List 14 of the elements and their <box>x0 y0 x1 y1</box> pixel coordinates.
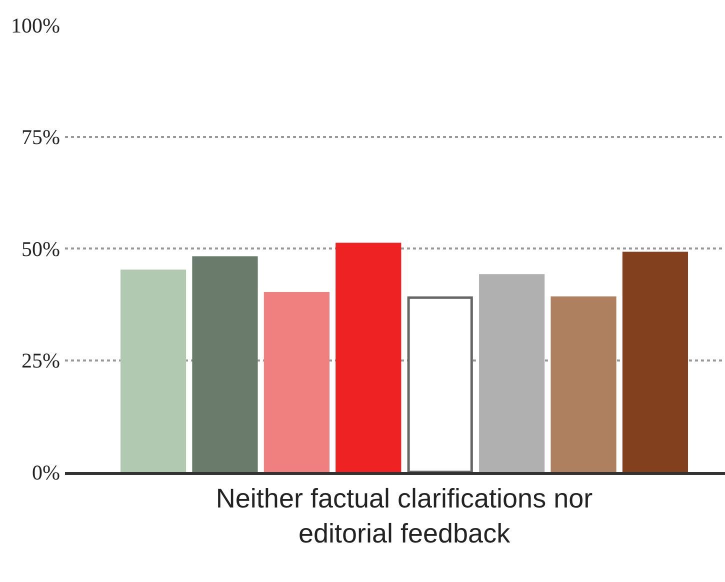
y-tick-label: 25% <box>22 348 60 373</box>
y-tick-label: 0% <box>32 460 60 484</box>
bar <box>622 252 688 472</box>
bar <box>550 296 616 472</box>
bar <box>192 256 258 472</box>
bar <box>264 292 330 472</box>
bar <box>120 270 186 472</box>
y-tick-label: 100% <box>11 13 60 38</box>
x-tick-label: Neither factual clarifications nor editorial feedback <box>216 483 593 548</box>
y-tick-label: 50% <box>22 236 60 261</box>
y-tick-label: 75% <box>22 125 60 150</box>
bar <box>479 274 545 472</box>
bar <box>407 296 473 472</box>
bar <box>336 242 402 472</box>
